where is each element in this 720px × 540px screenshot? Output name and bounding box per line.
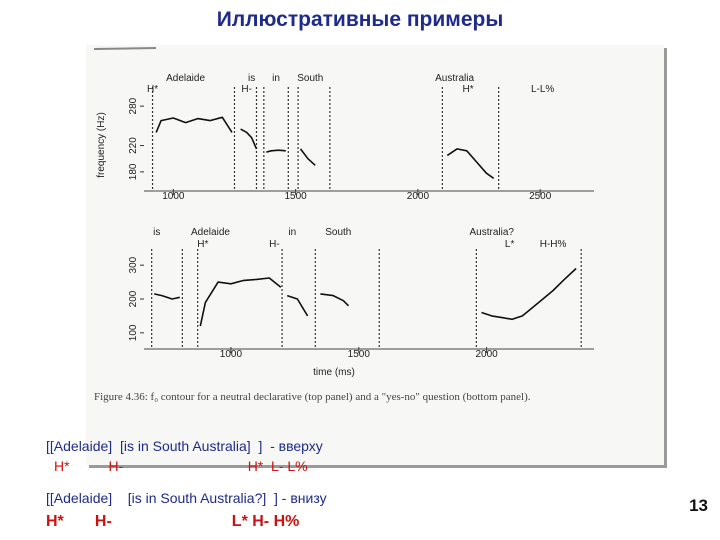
example-line-1: [[Adelaide] [is in South Australia] ] - … — [46, 438, 323, 454]
f0-contour-segment — [154, 293, 180, 300]
tone-label: H- — [269, 239, 280, 250]
word-label: in — [288, 227, 296, 238]
y-axis-label: frequency (Hz) — [96, 112, 107, 178]
example-tones-2: H* H- L* H- H% — [46, 513, 300, 530]
y-tick-label: 300 — [128, 256, 139, 273]
word-label: Australia — [435, 73, 474, 84]
f0-contour-segment — [446, 148, 495, 180]
x-tick-label: 2500 — [529, 191, 552, 202]
word-label: in — [272, 73, 280, 84]
word-label: is — [248, 73, 255, 84]
x-tick-label: 2000 — [407, 191, 430, 202]
word-label: South — [297, 73, 323, 84]
scanned-figure: frequency (Hz) time (ms) Figure 4.36: f₀… — [86, 45, 664, 465]
y-tick-label: 200 — [128, 290, 139, 307]
x-tick-label: 1000 — [220, 349, 243, 360]
y-tick-label: 180 — [128, 163, 139, 180]
x-tick-label: 2000 — [475, 349, 498, 360]
x-tick-label: 1000 — [162, 191, 185, 202]
x-axis-label: time (ms) — [313, 367, 355, 378]
tone-label: L* — [505, 239, 515, 250]
word-label: Adelaide — [166, 73, 205, 84]
figure-caption: Figure 4.36: f₀ contour for a neutral de… — [94, 391, 531, 403]
example-line-2: [[Adelaide] [is in South Australia?] ] -… — [46, 490, 327, 506]
tone-label: H-H% — [540, 239, 567, 250]
f0-contour-segment — [320, 293, 350, 307]
tone-label: L-L% — [531, 84, 554, 95]
word-label: Adelaide — [191, 227, 230, 238]
word-label: Australia? — [469, 227, 514, 238]
y-tick-label: 100 — [128, 324, 139, 341]
word-label: South — [325, 227, 351, 238]
x-tick-label: 1500 — [348, 349, 371, 360]
tone-label: H* — [462, 84, 473, 95]
x-tick-label: 1500 — [285, 191, 308, 202]
f0-contour-segment — [481, 267, 577, 321]
word-label: is — [153, 227, 160, 238]
f0-contour-segment — [266, 149, 286, 153]
f0-contour-segment — [155, 116, 233, 133]
f0-contour-segment — [286, 294, 309, 317]
page-number: 13 — [689, 496, 708, 515]
tone-label: H* — [197, 239, 208, 250]
example-tones-1: H* H- H* L- L% — [54, 458, 308, 474]
tone-label: H* — [147, 84, 158, 95]
slide-title: Иллюстративные примеры — [216, 8, 504, 31]
y-tick-label: 220 — [128, 137, 139, 154]
y-tick-label: 280 — [128, 97, 139, 114]
f0-contour-segment — [199, 277, 282, 327]
f0-contour-figure: frequency (Hz) time (ms) Figure 4.36: f₀… — [93, 47, 594, 403]
tone-label: H- — [241, 84, 252, 95]
f0-contour-segment — [240, 128, 258, 150]
f0-contour-segment — [299, 148, 316, 166]
